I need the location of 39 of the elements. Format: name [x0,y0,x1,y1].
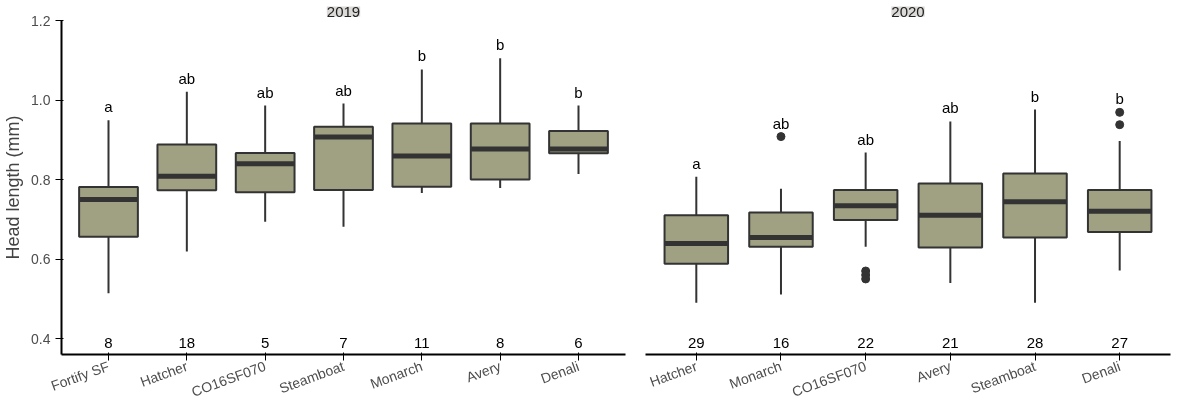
annotation: 5 [261,333,270,351]
annotation: ab [857,130,875,148]
annotation: 16 [772,333,790,351]
annotation: b [496,36,505,54]
annotation: 7 [339,333,348,351]
y-tick-label: 1.0 [31,92,51,109]
chart-title: 2020 [891,2,925,20]
annotation: 21 [942,333,959,351]
annotation: 6 [574,333,583,351]
annotation: 18 [178,333,196,351]
y-tick-label: 0.4 [31,330,51,347]
annotation: 11 [414,333,430,351]
annotation: 22 [857,333,875,351]
annotation: ab [335,81,352,99]
annotation: ab [178,69,196,87]
x-tick-label: Denali [538,357,582,387]
x-tick-label: Denali [1079,357,1123,387]
x-tick-label: Avery [464,357,503,386]
annotation: 29 [687,333,705,351]
y-tick-label: 0.6 [31,251,51,268]
annotation: b [1115,90,1124,108]
y-axis-title: Head length (mm) [3,115,24,260]
annotation: 28 [1026,333,1044,351]
annotation: ab [942,99,959,117]
x-tick-label: Fortify SF [48,357,112,394]
annotation: ab [772,114,790,132]
y-tick-label: 1.2 [31,12,51,29]
annotation: b [417,47,427,65]
y-tick-label: 0.8 [31,171,51,188]
annotation: b [574,83,583,101]
annotation: b [1030,87,1040,105]
annotation: a [104,98,114,116]
annotation: a [692,154,702,172]
annotation: 27 [1111,333,1129,351]
x-tick-label: Avery [914,357,954,386]
annotation: 8 [104,333,113,351]
chart-title: 2019 [326,2,361,20]
annotation: ab [256,83,274,101]
annotation: 8 [496,333,505,351]
